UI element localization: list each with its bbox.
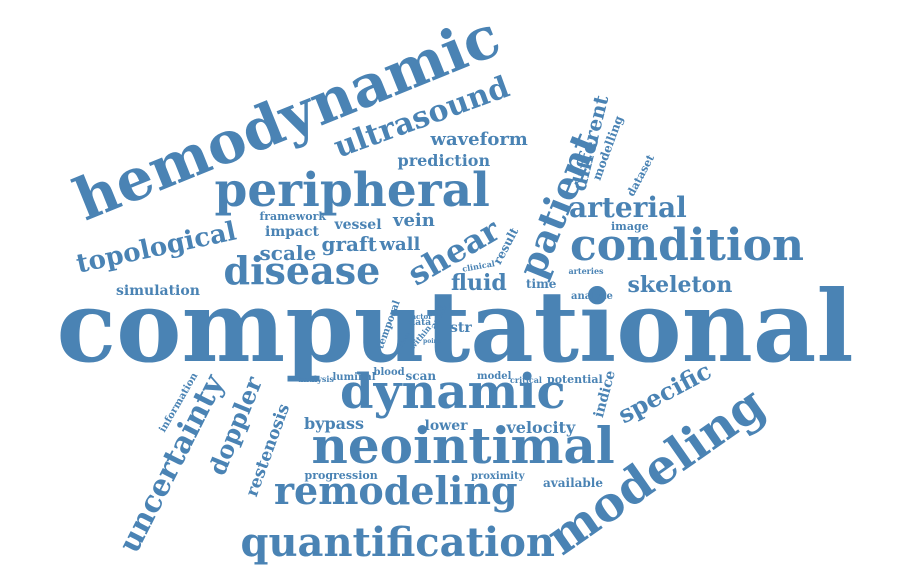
cloud-word-lower: lower <box>424 418 468 434</box>
cloud-word-prediction: prediction <box>397 151 491 170</box>
cloud-word-dynamic: dynamic <box>340 364 566 420</box>
cloud-word-scale: scale <box>259 241 317 265</box>
cloud-word-computational: computational <box>56 270 854 385</box>
cloud-word-factor: factor <box>408 311 432 321</box>
cloud-word-analyze: analyze <box>571 291 613 302</box>
cloud-word-arteries: arteries <box>568 266 604 276</box>
cloud-word-neointimal: neointimal <box>311 416 615 475</box>
cloud-word-available: available <box>543 476 603 490</box>
cloud-word-bypass: bypass <box>304 414 365 433</box>
cloud-word-quantification: quantification <box>240 519 556 566</box>
cloud-word-arterial: arterial <box>569 191 687 224</box>
cloud-word-critical: critical <box>510 375 542 385</box>
cloud-word-point: point <box>423 338 441 345</box>
cloud-word-graft: graft <box>321 232 377 256</box>
cloud-word-potential: potential <box>547 372 603 386</box>
cloud-word-analysis: analysis <box>298 374 334 384</box>
cloud-word-impact: impact <box>265 224 319 240</box>
cloud-word-wall: wall <box>379 234 421 255</box>
cloud-word-blood: blood <box>373 367 405 378</box>
cloud-word-proximity: proximity <box>471 471 525 482</box>
cloud-word-luminal: luminal <box>332 372 376 383</box>
cloud-word-time: time <box>526 277 557 291</box>
cloud-word-simulation: simulation <box>116 283 200 299</box>
cloud-word-disease: disease <box>223 248 381 293</box>
cloud-word-skeleton: skeleton <box>627 272 733 298</box>
cloud-word-vessel: vessel <box>334 217 382 233</box>
cloud-word-waveform: waveform <box>430 129 528 150</box>
cloud-word-tool: tool <box>437 303 451 310</box>
cloud-word-framework: framework <box>259 209 327 223</box>
cloud-word-data: data <box>409 317 432 328</box>
cloud-word-model: model <box>477 371 512 382</box>
cloud-word-velocity: velocity <box>506 418 576 437</box>
cloud-word-scan: scan <box>405 369 437 383</box>
cloud-word-vein: vein <box>393 210 435 231</box>
cloud-word-image: image <box>611 219 649 233</box>
cloud-word-remodeling: remodeling <box>274 468 518 513</box>
cloud-word-peripheral: peripheral <box>214 162 490 218</box>
cloud-word-fluid: fluid <box>451 270 507 296</box>
cloud-word-progression: progression <box>304 468 378 482</box>
cloud-word-str: str <box>450 320 472 336</box>
cloud-word-condition: condition <box>570 220 804 271</box>
